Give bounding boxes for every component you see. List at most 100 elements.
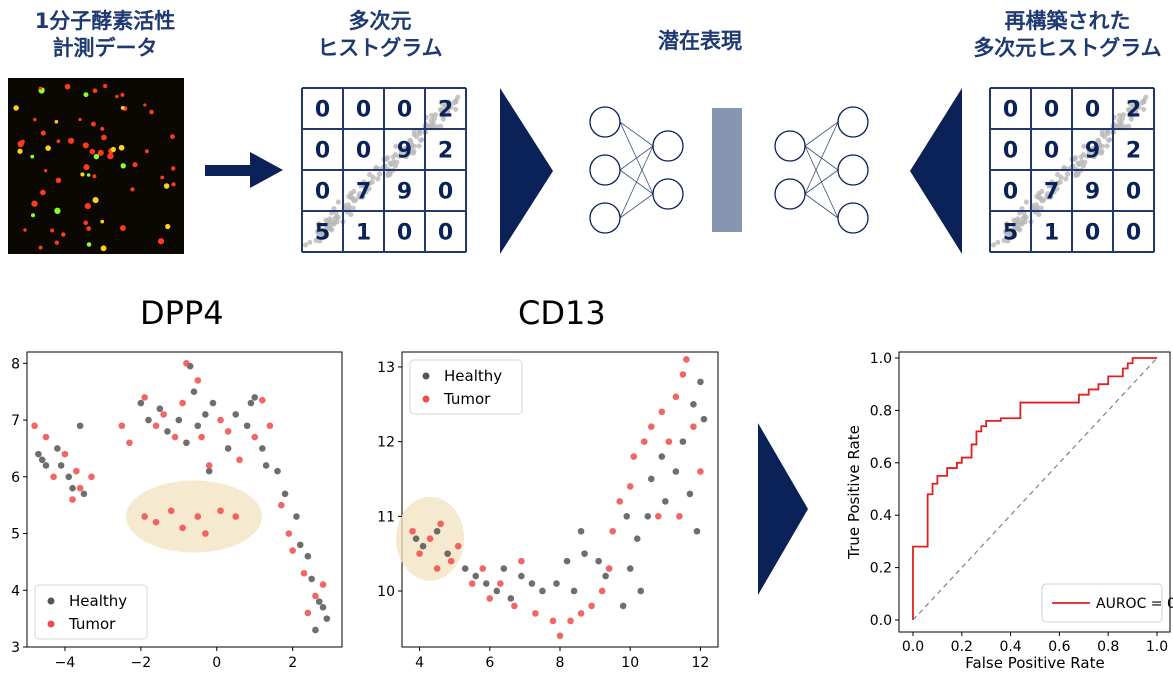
tumor-point (679, 371, 687, 378)
tumor-point (479, 565, 487, 572)
histogram-point (316, 221, 322, 227)
nn-edge (619, 145, 654, 219)
microscopy-spot (40, 130, 46, 136)
histogram-point (1095, 137, 1101, 143)
histogram-point (1058, 174, 1064, 180)
healthy-point (623, 513, 631, 520)
microscopy-spot (115, 94, 119, 99)
histogram-point (1126, 123, 1132, 129)
healthy-point (65, 473, 73, 481)
measurement-title-line2: 計測データ (52, 36, 158, 60)
tumor-point (665, 438, 673, 445)
microscopy-spot (97, 149, 104, 156)
healthy-point (194, 422, 202, 430)
y-tick-label: 12 (377, 435, 395, 451)
tumor-point (304, 609, 312, 617)
histogram-cell-value: 9 (397, 180, 412, 205)
legend-label: Tumor (68, 615, 116, 633)
tumor-point (277, 501, 285, 509)
healthy-point (137, 399, 145, 407)
histogram-cell-value: 0 (356, 98, 371, 123)
microscopy-spot (83, 164, 90, 171)
histogram-point (393, 143, 399, 149)
tumor-point (447, 557, 455, 565)
histogram-cell-value: 0 (1044, 139, 1059, 164)
healthy-point (644, 513, 652, 520)
tumor-point (61, 450, 69, 458)
x-tick-label: −4 (55, 655, 76, 671)
histogram-point (335, 199, 341, 205)
microscopy-spot (120, 163, 126, 169)
tumor-point (167, 507, 175, 515)
y-axis-label: True Positive Rate (845, 425, 863, 560)
histogram-point (375, 176, 381, 182)
healthy-point (658, 453, 666, 460)
histogram-point (1034, 205, 1041, 211)
histogram-cell-value: 0 (1085, 221, 1100, 246)
histogram-cell-value: 1 (356, 221, 371, 246)
tumor-point (647, 423, 655, 430)
tumor-point (567, 617, 574, 625)
legend-marker (47, 597, 55, 605)
microscopy-spot (100, 245, 107, 252)
histogram-point (346, 205, 353, 211)
y-tick-label: 3 (11, 640, 20, 656)
nn-edge (804, 121, 839, 195)
tumor-point (676, 513, 683, 520)
healthy-point (312, 626, 319, 634)
healthy-point (202, 411, 209, 418)
histogram-point (1141, 98, 1147, 104)
healthy-point (35, 450, 42, 458)
microscopy-spot (91, 121, 96, 127)
tumor-point (626, 483, 634, 490)
legend-box (1041, 583, 1163, 623)
histogram-point (1037, 195, 1043, 201)
nn-node (652, 130, 684, 162)
histogram-point (411, 148, 417, 154)
tumor-point (426, 535, 434, 543)
dpp4-scatter-chart: −4 −2 0 2 3 4 5 6 7 8 Healthy Tumor (11, 351, 343, 671)
histogram-point (1009, 231, 1015, 237)
histogram-cell-value: 0 (1126, 180, 1141, 205)
histogram-point (403, 154, 409, 160)
healthy-point (247, 399, 255, 407)
roc-chart: 0.0 0.2 0.4 0.6 0.8 1.0 0.0 0.2 0.4 0.6 0.8 1.0 Fals… (845, 351, 1173, 672)
x-tick-label: 0.0 (902, 639, 924, 655)
histogram-cell-value: 0 (1126, 221, 1141, 246)
histogram-point (373, 165, 379, 171)
histogram-point (325, 219, 331, 225)
tumor-point (73, 467, 80, 475)
histogram-point (1080, 152, 1087, 158)
histogram-cell-value: 2 (1126, 98, 1141, 123)
microscopy-spot (30, 154, 35, 159)
tumor-point (202, 530, 209, 537)
microscopy-spot (130, 187, 135, 192)
healthy-point (54, 445, 61, 452)
tumor-point (76, 484, 84, 492)
healthy-point (697, 378, 704, 386)
healthy-point (539, 587, 546, 595)
tumor-point (486, 595, 494, 602)
latent-title: 潜在表現 (658, 29, 742, 53)
legend-box (409, 359, 523, 415)
histogram-title-line1: 多次元 (348, 9, 412, 33)
healthy-point (156, 405, 164, 413)
nn-edge (619, 121, 654, 147)
tumor-point (171, 433, 179, 441)
histogram-point (1104, 143, 1110, 149)
microscopy-spot (149, 109, 154, 115)
histogram-point (1075, 171, 1081, 178)
histogram-point (331, 206, 337, 212)
tumor-point (511, 602, 518, 610)
microscopy-spot (163, 183, 170, 189)
histogram-point (444, 109, 450, 115)
healthy-point (518, 572, 525, 580)
histogram-point (416, 128, 423, 135)
histogram-point (1013, 219, 1019, 225)
y-tick-label: 1.0 (870, 351, 892, 367)
histogram-point (990, 242, 997, 248)
microscopy-spot (84, 203, 91, 210)
tumor-point (266, 422, 274, 430)
tumor-point (160, 411, 167, 418)
histogram-point (1046, 183, 1052, 189)
